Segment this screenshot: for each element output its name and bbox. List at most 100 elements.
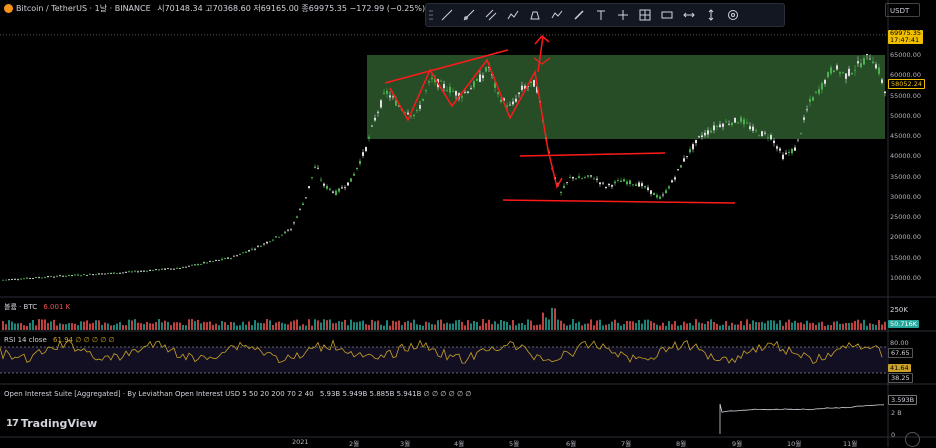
candle-body [89,273,91,275]
candle-body [632,184,634,186]
candle-body [563,185,565,189]
candle-body [182,267,184,269]
date-range-icon[interactable] [678,4,700,26]
volume-bar [377,320,379,330]
volume-bar [842,323,844,330]
last-price-tag: 69975.35 17:47:41 [888,30,924,44]
volume-bar [488,319,490,330]
volume-bar [311,325,313,330]
candle-body [215,260,217,261]
fib-icon[interactable] [502,4,524,26]
volume-bar [734,324,736,330]
hide-icon[interactable] [722,4,744,26]
volume-bar [743,325,745,330]
candle-body [125,272,127,273]
candle-body [2,279,4,281]
candle-body [416,110,418,111]
candle-body [227,257,229,259]
volume-bar [551,307,553,330]
volume-bar [755,322,757,330]
candle-body [233,255,235,257]
price-axis-label: 25000.00 [890,213,922,222]
candle-body [473,81,475,88]
price-axis-label: 60000.00 [890,71,922,80]
candle-body [272,239,274,241]
ray-icon[interactable] [458,4,480,26]
candle-body [860,63,862,68]
candle-body [362,152,364,156]
volume-bar [38,319,40,330]
symbol-title[interactable]: Bitcoin / TetherUS · 1날 · BINANCE [16,4,151,13]
candle-body [797,139,799,141]
volume-bar [563,323,565,330]
candle-body [302,203,304,205]
volume-bar [137,322,139,330]
candle-body [146,270,148,272]
long-position-icon[interactable] [612,4,634,26]
price-axis[interactable]: 65000.00 60000.00 55000.00 50000.00 45000.00… [888,0,936,300]
parallel-channel-icon[interactable] [480,4,502,26]
rsi-legend[interactable]: RSI 14 close 61.94 ∅ ∅ ∅ ∅ ∅ [4,336,115,344]
volume-bar [872,324,874,330]
volume-bar [593,325,595,330]
volume-bar [431,324,433,330]
oi-legend[interactable]: Open Interest Suite [Aggregated] · By Le… [4,390,471,398]
candle-body [335,190,337,196]
candle-body [194,264,196,266]
volume-bar [68,323,70,330]
volume-bar [248,321,250,330]
rsi-title: RSI 14 close [4,336,47,344]
volume-bar [389,325,391,330]
go-to-realtime-icon[interactable] [905,432,920,447]
time-axis-label: 6월 [566,440,577,448]
text-icon[interactable] [590,4,612,26]
candle-body [281,234,283,236]
volume-bar [392,320,394,330]
currency-selector[interactable]: USDT [885,3,920,17]
volume-bar [683,321,685,330]
volume-bar [275,322,277,330]
volume-bar [614,319,616,330]
price-range-icon[interactable] [700,4,722,26]
path-icon[interactable] [546,4,568,26]
candle-body [389,95,391,98]
volume-bar [338,321,340,330]
trendline-icon[interactable] [436,4,458,26]
measure-icon[interactable] [656,4,678,26]
volume-bar [188,319,190,330]
candle-body [629,180,631,184]
volume-bar [854,320,856,330]
volume-bar [497,323,499,330]
grip-icon[interactable] [426,4,436,26]
volume-bar [461,321,463,330]
volume-legend[interactable]: 볼륨 · BTC 6.001 K [4,302,70,312]
oi-line [719,403,885,434]
pitchfork-icon[interactable] [524,4,546,26]
volume-bar [95,320,97,330]
price-axis-label: 50000.00 [890,111,922,120]
volume-bar [860,323,862,330]
volume-bar [482,319,484,330]
candle-body [794,147,796,151]
volume-bar [308,319,310,330]
forecast-icon[interactable] [634,4,656,26]
candle-body [875,64,877,69]
volume-bar [608,323,610,330]
candle-body [569,177,571,178]
tradingview-brand[interactable]: 17 TradingView [6,417,97,430]
bar-countdown: 17:47:41 [890,36,920,44]
time-axis[interactable]: 2021 2월 3월 4월 5월 6월 7월 8월 9월 10월 11월 [0,438,888,448]
candle-body [608,183,610,186]
candle-body [395,100,397,106]
candle-body [173,268,175,270]
volume-bar [398,320,400,330]
candle-body [485,67,487,72]
brush-icon[interactable] [568,4,590,26]
candle-body [680,165,682,168]
candle-body [245,251,247,253]
volume-bar [293,320,295,330]
volume-bar [344,319,346,330]
candle-body [737,122,739,124]
volume-bar [509,325,511,330]
